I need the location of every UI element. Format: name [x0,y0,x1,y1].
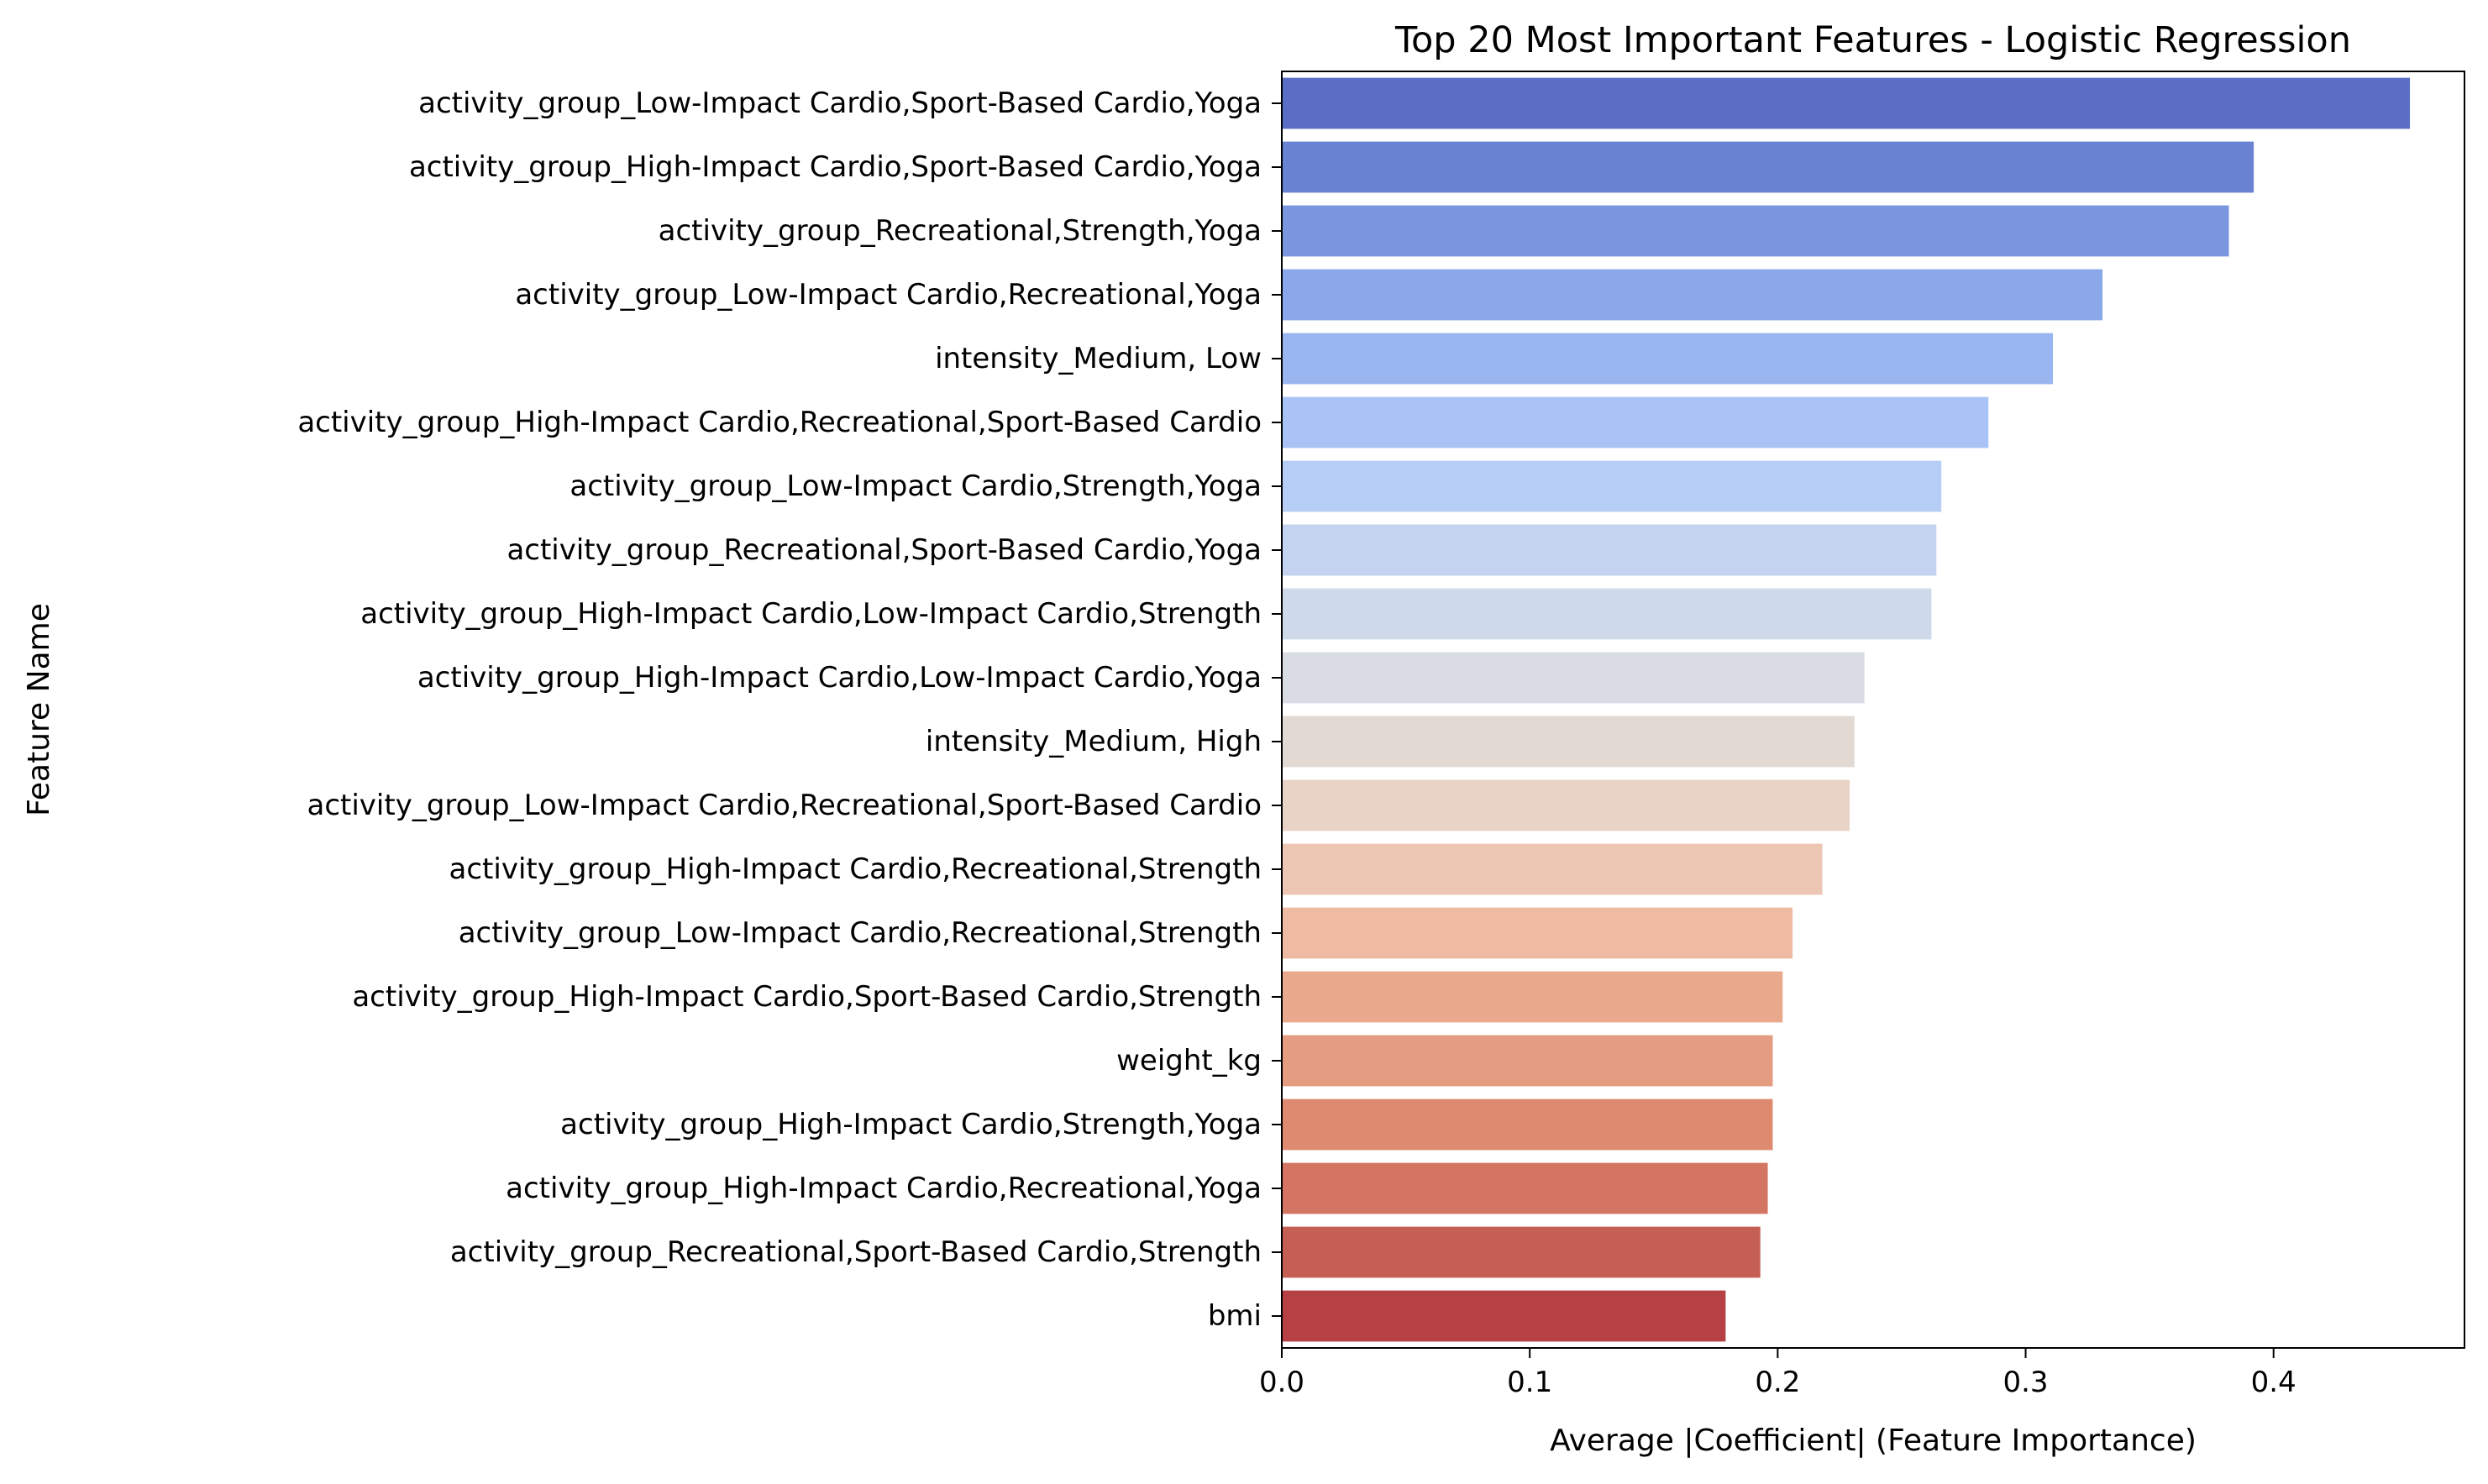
y-tick-label-19: activity_group_Recreational,Sport-Based … [450,1235,1262,1269]
bar-13 [1282,843,1823,895]
y-tick-label-17: activity_group_High-Impact Cardio,Streng… [560,1108,1262,1141]
x-tick-label-5: 0.4 [2251,1366,2296,1399]
y-tick-label-4: activity_group_Low-Impact Cardio,Recreat… [515,278,1262,312]
bar-11 [1282,716,1855,768]
bar-5 [1282,333,2054,385]
bar-9 [1282,588,1932,640]
bar-8 [1282,524,1937,576]
chart-title: Top 20 Most Important Features - Logisti… [1394,19,2351,61]
y-tick-label-10: activity_group_High-Impact Cardio,Low-Im… [417,661,1262,695]
x-tick-label-3: 0.2 [1755,1366,1800,1399]
y-tick-label-16: weight_kg [1116,1044,1262,1078]
x-axis-label: Average |Coefficient| (Feature Importanc… [1550,1424,2197,1458]
y-tick-labels: activity_group_Low-Impact Cardio,Sport-B… [297,87,1282,1333]
bar-14 [1282,907,1793,959]
bar-12 [1282,779,1850,831]
y-tick-label-3: activity_group_Recreational,Strength,Yog… [659,214,1262,248]
bar-3 [1282,205,2229,257]
bar-10 [1282,652,1865,704]
bar-18 [1282,1162,1768,1214]
bar-16 [1282,1035,1773,1087]
y-tick-label-20: bmi [1208,1299,1262,1333]
bar-6 [1282,396,1989,448]
y-tick-label-13: activity_group_High-Impact Cardio,Recrea… [449,852,1262,886]
bar-2 [1282,141,2254,193]
x-tick-label-4: 0.3 [2002,1366,2048,1399]
y-tick-label-11: intensity_Medium, High [926,725,1262,758]
plot-frame [1281,71,2465,1349]
x-tick-label-1: 0.0 [1259,1366,1304,1399]
y-axis-label: Feature Name [22,603,56,816]
x-tick-label-2: 0.1 [1507,1366,1552,1399]
y-tick-label-1: activity_group_Low-Impact Cardio,Sport-B… [418,87,1262,120]
y-tick-label-12: activity_group_Low-Impact Cardio,Recreat… [307,789,1262,822]
bar-1 [1282,77,2411,129]
y-tick-label-6: activity_group_High-Impact Cardio,Recrea… [297,406,1262,439]
y-tick-label-9: activity_group_High-Impact Cardio,Low-Im… [360,597,1262,631]
y-tick-label-2: activity_group_High-Impact Cardio,Sport-… [409,150,1262,184]
bar-20 [1282,1290,1726,1342]
bar-15 [1282,971,1783,1023]
y-tick-label-18: activity_group_High-Impact Cardio,Recrea… [506,1172,1262,1205]
bar-17 [1282,1099,1773,1151]
x-ticks: 0.0 0.1 0.2 0.3 0.4 [1259,1348,2296,1399]
bars-group [1282,77,2411,1342]
bar-7 [1282,460,1942,512]
bar-4 [1282,269,2103,321]
y-tick-label-15: activity_group_High-Impact Cardio,Sport-… [352,980,1262,1014]
y-tick-label-14: activity_group_Low-Impact Cardio,Recreat… [459,916,1262,950]
y-tick-label-8: activity_group_Recreational,Sport-Based … [507,533,1262,567]
y-tick-label-7: activity_group_Low-Impact Cardio,Strengt… [570,469,1262,503]
y-tick-label-5: intensity_Medium, Low [935,342,1262,375]
bar-19 [1282,1226,1761,1278]
